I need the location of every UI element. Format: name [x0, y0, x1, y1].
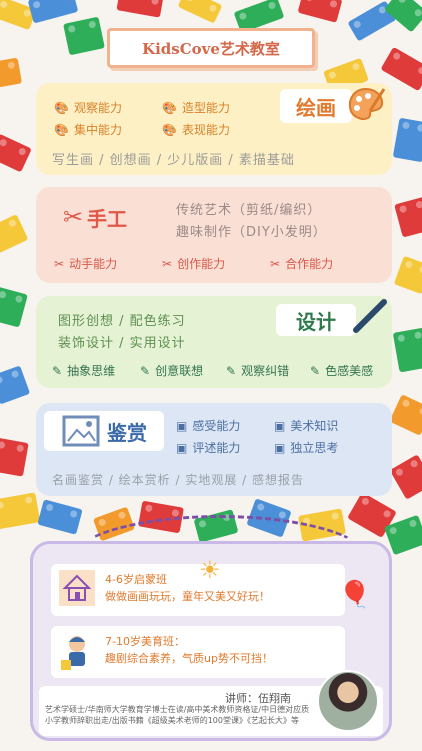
design-tag-label: 设计	[296, 309, 336, 334]
design-panel: 设计 图形创想 / 配色练习 装饰设计 / 实用设计 ✎ 抽象思维 ✎ 创意联想 ✎…	[36, 296, 392, 388]
palette-icon: 🎨	[54, 122, 69, 137]
scissors-icon: ✂	[62, 203, 84, 231]
brick	[0, 365, 31, 405]
brick	[0, 437, 29, 477]
brick	[389, 454, 422, 500]
hot-air-balloon-icon: 🎈	[338, 580, 371, 610]
brick	[394, 196, 422, 238]
brick	[0, 286, 28, 328]
craft-line-1: 传统艺术（剪纸/编织）	[176, 203, 322, 218]
palette-icon: 🎨	[162, 122, 177, 137]
appreciation-panel: 鉴赏 ▣ 感受能力 ▣ 美术知识 ▣ 评述能力 ▣ 独立思考 名画鉴赏 / 绘本赏析 /…	[36, 403, 392, 496]
brick	[0, 214, 29, 254]
skill-modeling: 🎨 造型能力	[162, 100, 230, 116]
class-2-title: 7-10岁美育班：	[105, 635, 185, 648]
skill-art-knowledge: ▣ 美术知识	[274, 418, 339, 434]
skill-focus: 🎨 集中能力	[54, 122, 122, 138]
palette-icon: 🎨	[54, 100, 69, 115]
skill-commentary: ▣ 评述能力	[176, 440, 241, 456]
brick	[0, 492, 41, 530]
craft-tag-label: 手工	[87, 206, 128, 231]
scissors-icon: ✂	[54, 256, 65, 271]
skill-creative-association: ✎ 创意联想	[140, 363, 204, 379]
class-1-desc: 做做画画玩玩，童年又美又好玩！	[105, 589, 270, 603]
teacher-name: 讲师：伍翔南	[225, 692, 291, 705]
scissors-icon: ✂	[270, 256, 281, 271]
brick	[116, 0, 164, 18]
skill-creation: ✂ 创作能力	[162, 256, 226, 272]
appreciation-types: 名画鉴赏 / 绘本赏析 / 实地观展 / 感想报告	[52, 473, 305, 487]
class-1-box: 4-6岁启蒙班 做做画画玩玩，童年又美又好玩！ ☀	[51, 556, 345, 616]
frame-icon: ▣	[274, 440, 286, 455]
teacher-bio: 艺术学硕士/华南师大学教育学博士在读/高中美术教师资格证/中日德对应质小学教师辞…	[45, 705, 310, 725]
frame-icon	[62, 415, 100, 447]
sun-icon: ☀	[199, 556, 221, 584]
pen-icon: ✎	[226, 363, 237, 378]
skill-cooperation: ✂ 合作能力	[270, 256, 334, 272]
brick	[37, 499, 83, 535]
craft-tag: ✂ 手工	[48, 199, 142, 235]
appreciation-tag: 鉴赏	[44, 411, 164, 451]
kid-painting-icon	[61, 636, 85, 670]
frame-icon: ▣	[176, 418, 188, 433]
skill-hands-on: ✂ 动手能力	[54, 256, 118, 272]
painting-panel: 绘画 🎨 观察能力 🎨 造型能力 🎨 集中能力 🎨 表现能力 写生画 / 创想画 / 少…	[36, 83, 392, 175]
appreciation-tag-label: 鉴赏	[107, 420, 147, 445]
class-2-text: 7-10岁美育班： 趣剧综合素养，气质up势不可挡！	[105, 634, 273, 667]
scissors-icon: ✂	[162, 256, 173, 271]
brick	[393, 255, 422, 295]
class-2-desc: 趣剧综合素养，气质up势不可挡！	[105, 651, 273, 665]
skill-abstract-thinking: ✎ 抽象思维	[52, 363, 116, 379]
pen-icon: ✎	[140, 363, 151, 378]
frame-icon: ▣	[274, 418, 286, 433]
design-tag: 设计	[276, 304, 356, 336]
skill-color-sense: ✎ 色感美感	[310, 363, 374, 379]
brick	[392, 327, 422, 373]
craft-line-2: 趣味制作（DIY小发明）	[176, 225, 327, 240]
brick	[0, 57, 23, 89]
skill-independent-thinking: ▣ 独立思考	[274, 440, 339, 456]
brick	[297, 0, 343, 23]
palette-icon: 🎨	[162, 100, 177, 115]
brick	[177, 0, 223, 24]
brick	[0, 133, 32, 173]
brick	[27, 0, 79, 24]
class-info-card: 4-6岁启蒙班 做做画画玩玩，童年又美又好玩！ ☀ 🎈 7-10岁美育班： 趣剧…	[30, 541, 392, 741]
skill-observation: 🎨 观察能力	[54, 100, 122, 116]
skill-expression: 🎨 表现能力	[162, 122, 230, 138]
skill-observation-correction: ✎ 观察纠错	[226, 363, 290, 379]
design-line-1: 图形创想 / 配色练习	[58, 314, 186, 329]
painting-types: 写生画 / 创想画 / 少儿版画 / 素描基础	[52, 153, 295, 168]
design-line-2: 装饰设计 / 实用设计	[58, 336, 186, 351]
brick	[380, 46, 422, 92]
class-2-box: 7-10岁美育班： 趣剧综合素养，气质up势不可挡！	[51, 626, 345, 678]
painting-tag: 绘画	[280, 89, 352, 123]
class-1-title: 4-6岁启蒙班	[105, 573, 167, 586]
brick	[389, 394, 422, 436]
skill-perception: ▣ 感受能力	[176, 418, 241, 434]
house-icon	[59, 570, 95, 606]
frame-icon: ▣	[176, 440, 188, 455]
palette-icon	[348, 87, 386, 120]
brick	[63, 16, 105, 56]
painting-tag-label: 绘画	[296, 95, 336, 120]
teacher-portrait	[317, 670, 379, 732]
craft-panel: ✂ 手工 传统艺术（剪纸/编织） 趣味制作（DIY小发明） ✂ 动手能力 ✂ 创作能…	[36, 187, 392, 283]
pen-icon: ✎	[310, 363, 321, 378]
class-1-text: 4-6岁启蒙班 做做画画玩玩，童年又美又好玩！	[105, 572, 270, 605]
pen-icon: ✎	[52, 363, 63, 378]
pen-icon	[353, 299, 387, 333]
brick	[392, 117, 422, 163]
dashed-swirl-decoration	[70, 515, 370, 605]
page-title: KidsCove艺术教室	[107, 28, 315, 68]
